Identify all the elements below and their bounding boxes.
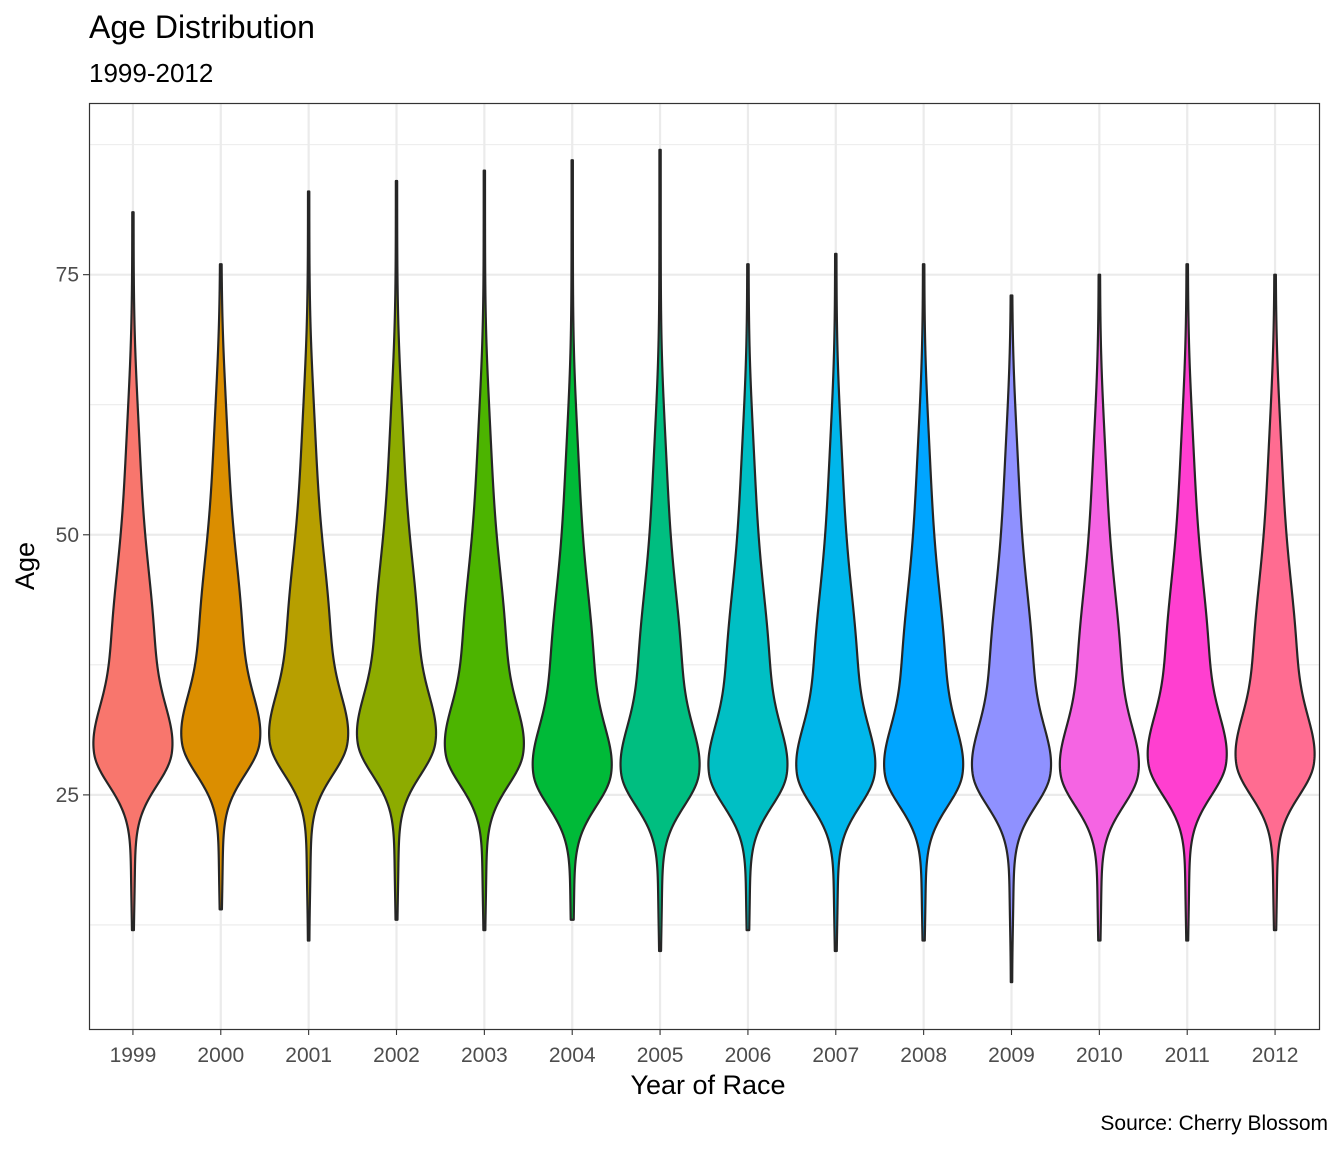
plot-panel-border — [88, 102, 1321, 1031]
violin-2009 — [970, 294, 1053, 984]
x-tick-label: 2005 — [637, 1044, 684, 1067]
x-tick-label: 2001 — [285, 1044, 332, 1067]
violin-1999 — [92, 211, 174, 932]
y-tick-label: 75 — [56, 264, 79, 287]
y-axis-title: Age — [10, 542, 40, 590]
y-tick-label: 25 — [56, 784, 79, 807]
chart-caption: Source: Cherry Blossom — [1100, 1112, 1328, 1135]
x-tick-label: 2012 — [1252, 1044, 1299, 1067]
violin-2000 — [180, 263, 262, 911]
y-tick-label: 50 — [56, 524, 79, 547]
x-tick-label: 2006 — [725, 1044, 772, 1067]
x-tick-label: 2000 — [197, 1044, 244, 1067]
violin-2002 — [355, 179, 438, 921]
violins — [92, 148, 1316, 984]
chart-subtitle: 1999-2012 — [89, 58, 214, 88]
x-axis-title: Year of Race — [630, 1070, 785, 1100]
violin-2011 — [1146, 263, 1228, 942]
violin-2006 — [707, 263, 789, 932]
plot-panel-background — [89, 103, 1319, 1029]
x-tick-label: 2004 — [549, 1044, 596, 1067]
violin-2003 — [443, 169, 525, 932]
violin-2007 — [795, 252, 877, 953]
x-tick-label: 2007 — [812, 1044, 859, 1067]
violin-2010 — [1058, 273, 1140, 942]
violin-2008 — [883, 263, 965, 942]
x-tick-label: 2011 — [1165, 1044, 1210, 1067]
x-tick-label: 2010 — [1076, 1044, 1123, 1067]
violin-2001 — [268, 190, 350, 942]
x-axis: 1999 2000 2001 2002 2003 2004 2005 2006 2007 2008… — [110, 1029, 1299, 1067]
x-tick-label: 2009 — [988, 1044, 1035, 1067]
violin-2004 — [531, 159, 613, 921]
x-tick-label: 2002 — [373, 1044, 420, 1067]
chart-title: Age Distribution — [89, 9, 315, 45]
x-tick-label: 1999 — [110, 1044, 157, 1067]
x-tick-label: 2003 — [461, 1044, 508, 1067]
violin-2005 — [619, 148, 701, 953]
x-tick-label: 2008 — [900, 1044, 947, 1067]
violin-2012 — [1234, 273, 1316, 932]
y-axis: 25 50 75 — [56, 264, 89, 807]
